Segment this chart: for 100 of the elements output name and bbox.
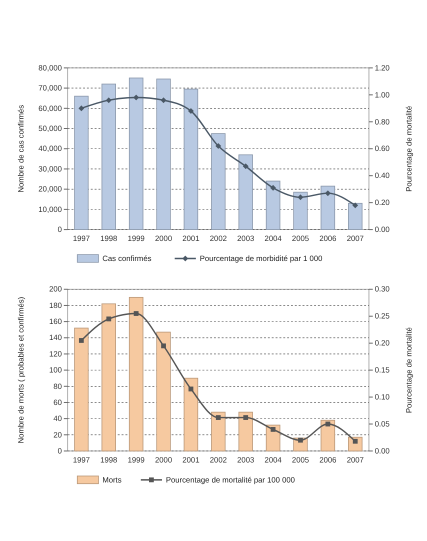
bar xyxy=(74,328,89,452)
y2-tick-label: 1.20 xyxy=(374,63,390,72)
point xyxy=(270,184,276,191)
point xyxy=(298,194,304,200)
y-tick-label: 20 xyxy=(53,430,62,440)
point xyxy=(242,163,249,170)
legend-label: Morts xyxy=(102,475,122,484)
x-tick-label: 2007 xyxy=(346,456,364,465)
point xyxy=(298,438,303,443)
x-tick-label: 2006 xyxy=(319,456,336,465)
point xyxy=(134,311,139,316)
point xyxy=(325,422,330,426)
bar xyxy=(293,192,308,230)
y-tick-label: 30,000 xyxy=(38,164,62,174)
bar xyxy=(156,78,171,230)
x-tick-label: 2000 xyxy=(154,234,172,244)
point xyxy=(106,316,112,322)
x-tick-label: 2003 xyxy=(237,234,254,244)
bar xyxy=(320,420,336,452)
y-tick-label: 50,000 xyxy=(38,124,62,133)
x-tick-label: 1998 xyxy=(100,456,118,465)
legend-label: Pourcentage de mortalité par 100 000 xyxy=(166,475,295,484)
y-tick-label: 40 xyxy=(53,414,62,424)
x-tick-label: 2002 xyxy=(210,234,227,244)
bar xyxy=(184,378,198,452)
bar xyxy=(156,332,171,452)
x-tick-label: 2005 xyxy=(292,234,310,244)
y-tick-label: 180 xyxy=(49,300,62,310)
bar xyxy=(238,412,253,452)
point xyxy=(160,97,166,104)
y2-tick-label: 1.00 xyxy=(374,90,390,100)
y-tick-label: 0 xyxy=(58,446,62,456)
point xyxy=(161,343,166,348)
point xyxy=(243,415,248,420)
point xyxy=(215,143,222,149)
x-tick-label: 2003 xyxy=(237,456,254,465)
bar xyxy=(348,202,362,230)
bar xyxy=(102,84,116,230)
y2-tick-label: 0.80 xyxy=(374,117,390,126)
y-tick-label: 140 xyxy=(49,333,62,342)
x-tick-label: 1998 xyxy=(100,234,118,244)
y2-tick-label: 0.05 xyxy=(374,419,390,428)
x-tick-label: 1999 xyxy=(128,234,145,244)
x-tick-label: 2000 xyxy=(154,456,172,465)
y2-tick-label: 0.30 xyxy=(374,284,390,294)
bar xyxy=(211,133,226,230)
y-tick-label: 200 xyxy=(49,284,62,294)
y-tick-label: 80,000 xyxy=(38,63,62,72)
x-tick-label: 2002 xyxy=(210,456,227,465)
y2-axis-title: Pourcentage de mortalité xyxy=(404,106,414,192)
y-tick-label: 60 xyxy=(53,398,62,407)
y2-tick-label: 0.00 xyxy=(374,225,390,234)
y-tick-label: 100 xyxy=(49,366,62,375)
x-tick-label: 1999 xyxy=(128,456,145,465)
bar xyxy=(184,88,198,230)
point xyxy=(78,105,84,112)
y2-tick-label: 0.40 xyxy=(374,171,390,180)
bar xyxy=(238,154,253,230)
y-axis-title: Nombre de morts ( probables et confirmés) xyxy=(16,296,26,444)
point xyxy=(324,190,331,196)
bar xyxy=(102,303,116,452)
y2-tick-label: 0.60 xyxy=(374,144,390,154)
point xyxy=(188,108,194,114)
x-tick-label: 2001 xyxy=(182,456,200,465)
point xyxy=(352,202,358,208)
y-tick-label: 60,000 xyxy=(38,104,62,113)
point xyxy=(216,415,221,420)
y2-tick-label: 0.10 xyxy=(374,392,390,402)
y-axis-title: Nombre de cas confirmés xyxy=(16,104,26,193)
legend-label: Cas confirmés xyxy=(102,254,152,263)
y2-tick-label: 0.00 xyxy=(374,446,390,456)
x-tick-label: 1997 xyxy=(72,456,90,465)
x-tick-label: 2007 xyxy=(346,234,364,244)
y-tick-label: 0 xyxy=(58,225,62,234)
legend-label: Pourcentage de morbidité par 1 000 xyxy=(200,254,322,263)
x-tick-label: 2006 xyxy=(319,234,336,244)
x-tick-label: 1997 xyxy=(72,234,90,244)
y-tick-label: 10,000 xyxy=(38,204,62,214)
x-tick-label: 2001 xyxy=(182,234,200,244)
y-tick-label: 70,000 xyxy=(38,84,62,93)
point xyxy=(270,427,276,432)
y2-axis-title: Pourcentage de mortalité xyxy=(404,327,414,414)
y2-tick-label: 0.25 xyxy=(374,312,390,321)
y-tick-label: 40,000 xyxy=(38,144,62,154)
bar xyxy=(320,186,336,230)
y2-tick-label: 0.20 xyxy=(374,338,390,348)
y-tick-label: 160 xyxy=(49,317,62,326)
point xyxy=(78,338,84,343)
y-tick-label: 120 xyxy=(49,349,62,358)
y-tick-label: 20,000 xyxy=(38,184,62,194)
bar xyxy=(266,180,280,230)
x-tick-label: 2004 xyxy=(264,234,282,244)
bar xyxy=(211,412,226,452)
y2-tick-label: 0.15 xyxy=(374,366,390,375)
y-tick-label: 80 xyxy=(53,382,62,391)
bar xyxy=(128,296,144,452)
point xyxy=(188,386,194,392)
x-tick-label: 2004 xyxy=(264,456,282,465)
point xyxy=(106,97,112,104)
x-tick-label: 2005 xyxy=(292,456,310,465)
